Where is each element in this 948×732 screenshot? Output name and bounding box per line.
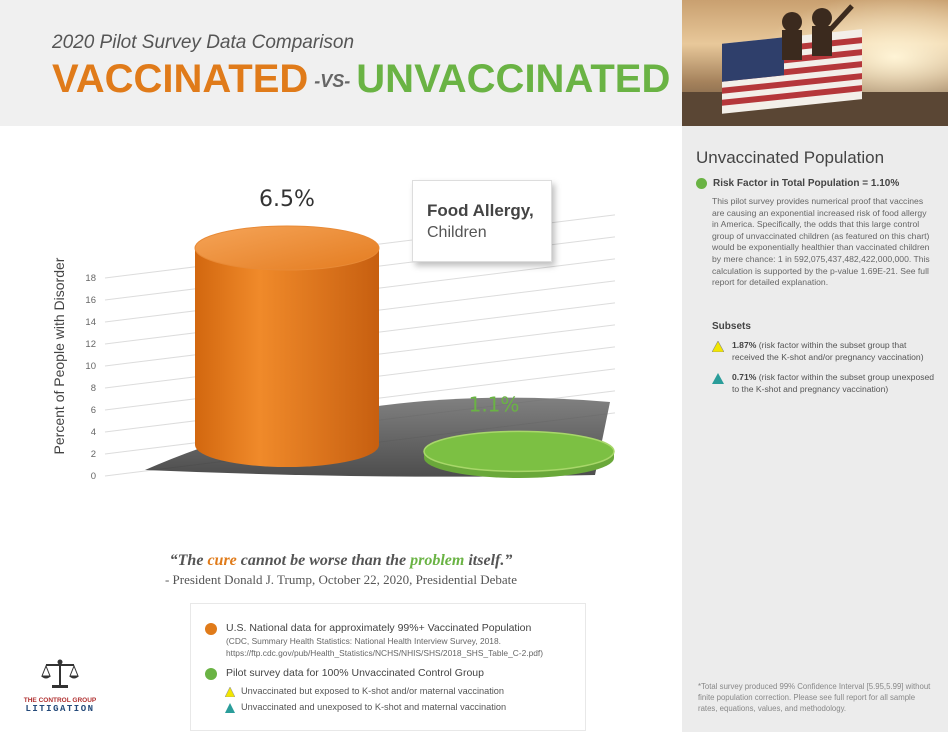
- sidebar-title: Unvaccinated Population: [696, 148, 885, 167]
- yellow-triangle-icon: [712, 341, 724, 352]
- quote-text: “The cure cannot be worse than the probl…: [0, 552, 682, 570]
- legend-source-citation: (CDC, Summary Health Statistics: Nationa…: [226, 636, 501, 646]
- y-tick-label: 2: [91, 449, 96, 460]
- sidebar-panel: Unvaccinated Population Risk Factor in T…: [682, 126, 948, 732]
- subset-unexposed-text: 0.71% (risk factor within the subset gro…: [732, 372, 936, 395]
- scales-of-justice-icon: [41, 659, 79, 688]
- yellow-triangle-icon: [225, 687, 235, 697]
- legend-source-url: https://ftp.cdc.gov/pub/Health_Statistic…: [226, 647, 544, 658]
- subset-unexposed-description: (risk factor within the subset group une…: [732, 372, 935, 394]
- teal-triangle-icon: [225, 703, 235, 713]
- flag-photo-illustration: [682, 0, 948, 126]
- subset-exposed-description: (risk factor within the subset group tha…: [732, 340, 924, 362]
- control-group-logo: THE CONTROL GROUP LITIGATION: [22, 658, 98, 714]
- data-label-vaccinated: 6.5%: [259, 187, 315, 212]
- green-dot-icon: [205, 668, 217, 680]
- quote-open: “The: [169, 552, 208, 569]
- y-tick-label: 10: [85, 361, 96, 372]
- subset-unexposed-value: 0.71%: [732, 372, 757, 382]
- subset-item-exposed: 1.87% (risk factor within the subset gro…: [712, 340, 936, 363]
- subset-exposed-value: 1.87%: [732, 340, 757, 350]
- title-vs: -VS-: [314, 70, 351, 91]
- risk-factor-text: Risk Factor in Total Population = 1.10%: [713, 178, 900, 189]
- legend-box: U.S. National data for approximately 99%…: [190, 603, 586, 731]
- logo-line2: LITIGATION: [25, 704, 95, 714]
- y-axis-title: Percent of People with Disorder: [51, 257, 67, 454]
- green-dot-icon: [696, 178, 707, 189]
- y-tick-label: 6: [91, 405, 96, 416]
- y-tick-label: 18: [85, 273, 96, 284]
- chart-callout: Food Allergy, Children: [412, 180, 552, 262]
- y-tick-label: 8: [91, 383, 96, 394]
- bar-unvaccinated-top: [423, 430, 615, 473]
- quote-word-problem: problem: [410, 552, 465, 569]
- y-tick-label: 12: [85, 339, 96, 350]
- page-subtitle: 2020 Pilot Survey Data Comparison: [52, 32, 355, 53]
- legend-subset-exposed-label: Unvaccinated but exposed to K-shot and/o…: [241, 686, 505, 696]
- y-tick-label: 14: [85, 317, 96, 328]
- quote-word-cure: cure: [207, 552, 237, 569]
- risk-factor-line: Risk Factor in Total Population = 1.10%: [696, 178, 899, 189]
- legend-item-subset-exposed: Unvaccinated but exposed to K-shot and/o…: [225, 686, 504, 697]
- legend-unvaccinated-label: Pilot survey data for 100% Unvaccinated …: [226, 667, 484, 679]
- header-photo: [682, 0, 948, 126]
- callout-condition: Food Allergy,: [427, 201, 534, 220]
- sidebar-footnote: *Total survey produced 99% Confidence In…: [698, 682, 931, 713]
- subset-item-unexposed: 0.71% (risk factor within the subset gro…: [712, 372, 936, 395]
- bar-vaccinated-body: [195, 248, 379, 467]
- bar-vaccinated-top: [194, 225, 380, 271]
- logo-line1: THE CONTROL GROUP: [23, 697, 97, 704]
- legend-item-unvaccinated: Pilot survey data for 100% Unvaccinated …: [205, 667, 484, 680]
- legend-item-vaccinated: U.S. National data for approximately 99%…: [205, 622, 543, 659]
- header: 2020 Pilot Survey Data Comparison VACCIN…: [0, 0, 682, 126]
- y-tick-label: 0: [91, 471, 96, 482]
- quote-close: itself.”: [464, 552, 513, 569]
- data-label-unvaccinated: 1.1%: [469, 392, 520, 416]
- y-tick-label: 16: [85, 295, 96, 306]
- quote-attribution: - President Donald J. Trump, October 22,…: [164, 572, 518, 587]
- bar-chart: Percent of People with Disorder 0 2 4 6 8 10 12…: [51, 187, 616, 482]
- y-tick-label: 4: [91, 427, 96, 438]
- subset-exposed-text: 1.87% (risk factor within the subset gro…: [732, 340, 936, 363]
- subsets-heading: Subsets: [712, 321, 751, 332]
- teal-triangle-icon: [712, 373, 724, 384]
- chart-area: Percent of People with Disorder 0 2 4 6 8 10 12…: [50, 140, 650, 540]
- quote-mid: cannot be worse than the: [236, 552, 411, 569]
- title-vaccinated: VACCINATED: [52, 57, 309, 101]
- legend-subset-unexposed-label: Unvaccinated and unexposed to K-shot and…: [241, 702, 507, 712]
- callout-group: Children: [427, 224, 487, 241]
- sidebar-body-text: This pilot survey provides numerical pro…: [712, 196, 930, 288]
- page-title: VACCINATED -VS- UNVACCINATED: [52, 57, 670, 102]
- quote-block: “The cure cannot be worse than the probl…: [0, 552, 682, 588]
- orange-dot-icon: [205, 623, 217, 635]
- legend-item-subset-unexposed: Unvaccinated and unexposed to K-shot and…: [225, 702, 506, 713]
- legend-vaccinated-label: U.S. National data for approximately 99%…: [226, 622, 532, 634]
- title-unvaccinated: UNVACCINATED: [356, 57, 671, 101]
